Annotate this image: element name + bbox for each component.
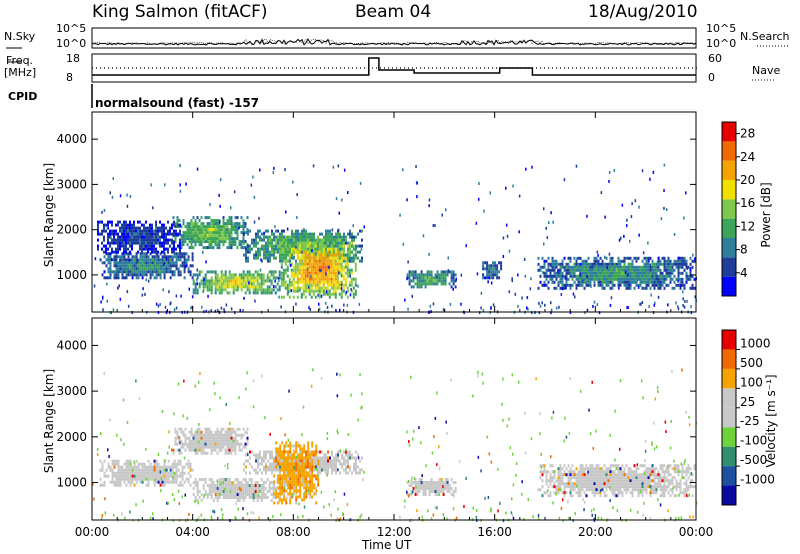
vel-colorbar-frame <box>721 329 737 506</box>
power-colorbar-label: 16 <box>740 196 755 210</box>
vel-colorbar-label: -100 <box>740 434 767 448</box>
freq-panel-frame <box>91 53 697 83</box>
time-tick-label: 12:00 <box>377 525 412 539</box>
vel-colorbar-segment <box>722 466 736 486</box>
power-ytick-label: 3000 <box>56 177 87 191</box>
cpid-label: CPID <box>8 90 38 103</box>
velocity-scatter <box>92 368 698 523</box>
time-tick-label: 04:00 <box>175 525 210 539</box>
power-colorbar-segment <box>722 199 736 219</box>
power-colorbar-segment <box>722 276 736 296</box>
vel-colorbar-segment <box>722 330 736 350</box>
power-colorbar-segment <box>722 180 736 200</box>
freq-label-1: Freq. <box>6 54 34 67</box>
power-colorbar-segment <box>722 257 736 277</box>
power-ytick-label: 4000 <box>56 132 87 146</box>
vel-colorbar-label: -25 <box>740 414 760 428</box>
station-title: King Salmon (fitACF) <box>92 2 268 22</box>
nsearch-label: N.Search <box>740 30 790 43</box>
vel-colorbar-segment <box>722 446 736 467</box>
power-colorbar-label: 12 <box>740 219 755 233</box>
power-colorbar-label: 4 <box>740 266 748 280</box>
power-colorbar-frame <box>721 121 737 297</box>
cpid-text: normalsound (fast) -157 <box>95 96 260 110</box>
noise-right-tick-bottom: 10^0 <box>706 37 737 50</box>
time-tick-label: 20:00 <box>578 525 613 539</box>
date-title: 18/Aug/2010 <box>588 2 698 22</box>
vel-colorbar-label: -1000 <box>740 473 775 487</box>
freq-left-tick-bottom: 8 <box>66 71 73 84</box>
frequency-trace <box>92 57 696 76</box>
vel-colorbar-segment <box>722 368 736 389</box>
noise-panel-frame <box>91 27 697 49</box>
time-tick-label: 08:00 <box>276 525 311 539</box>
vel-ytick-label: 3000 <box>56 384 87 398</box>
time-axis-label: Time UT <box>362 538 412 552</box>
power-ytick-label: 2000 <box>56 223 87 237</box>
noise-left-tick-bottom: 10^0 <box>56 37 87 50</box>
vel-ytick-label: 1000 <box>56 476 87 490</box>
power-colorbar-segment <box>722 218 736 238</box>
nave-label: Nave <box>752 64 781 77</box>
power-colorbar-label: 24 <box>740 150 755 164</box>
noise-right-tick-top: 10^5 <box>706 22 737 35</box>
vel-colorbar-segment <box>722 407 736 428</box>
power-colorbar-label: 20 <box>740 173 755 187</box>
beam-title: Beam 04 <box>355 2 432 22</box>
power-colorbar-segment <box>722 238 736 258</box>
vel-colorbar-label: 500 <box>740 356 763 370</box>
nave-right-tick-top: 60 <box>708 52 722 65</box>
nsky-trace <box>91 38 697 46</box>
power-colorbar-segment <box>722 160 736 180</box>
nsky-label: N.Sky <box>4 30 36 43</box>
noise-left-tick-top: 10^5 <box>56 22 87 35</box>
time-tick-label: 00:00 <box>75 525 110 539</box>
vel-ytick-label: 4000 <box>56 338 87 352</box>
time-tick-label: 00:00 <box>679 525 714 539</box>
vel-colorbar-label: 1000 <box>740 336 771 350</box>
vel-ytick-label: 2000 <box>56 430 87 444</box>
power-colorbar-label: 28 <box>740 127 755 141</box>
nave-right-tick-bottom: 0 <box>708 71 715 84</box>
power-colorbar-label: 8 <box>740 243 748 257</box>
power-colorbar-segment <box>722 141 736 161</box>
vel-colorbar-label: 25 <box>740 395 755 409</box>
vel-panel-frame <box>91 317 697 521</box>
vel-colorbar-segment <box>722 388 736 408</box>
vel-colorbar-segment <box>722 485 736 505</box>
power-scatter <box>93 163 697 315</box>
vel-colorbar-label: -500 <box>740 453 767 467</box>
power-ytick-label: 1000 <box>56 268 87 282</box>
vel-colorbar-label: 100 <box>740 375 763 389</box>
vel-colorbar-segment <box>722 427 736 447</box>
power-colorbar-segment <box>722 122 736 142</box>
time-tick-label: 16:00 <box>477 525 512 539</box>
freq-left-tick-top: 18 <box>66 52 80 65</box>
vel-colorbar-segment <box>722 349 736 369</box>
freq-label-2: [MHz] <box>4 66 37 79</box>
